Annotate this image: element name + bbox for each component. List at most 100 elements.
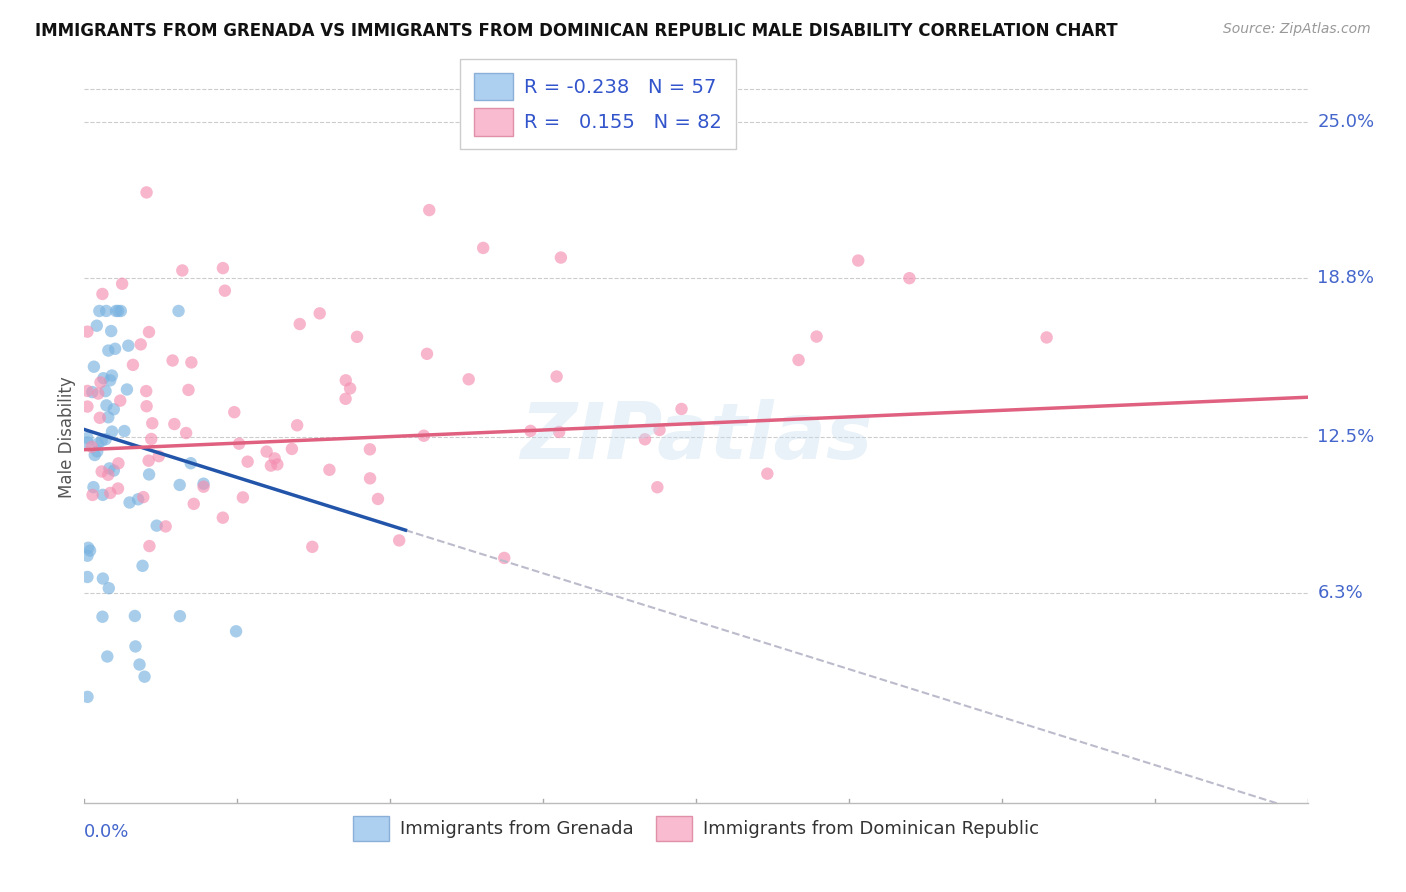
Point	[806, 329, 828, 343]
Point	[236, 455, 259, 469]
Point	[211, 510, 233, 524]
Point	[193, 480, 215, 494]
Text: IMMIGRANTS FROM GRENADA VS IMMIGRANTS FROM DOMINICAN REPUBLIC MALE DISABILITY CO: IMMIGRANTS FROM GRENADA VS IMMIGRANTS FR…	[35, 22, 1118, 40]
Point	[131, 558, 153, 573]
Text: 18.8%: 18.8%	[1317, 269, 1375, 287]
Point	[472, 241, 495, 255]
Text: 6.3%: 6.3%	[1317, 584, 1362, 602]
Point	[101, 425, 124, 439]
Point	[519, 424, 541, 438]
Point	[174, 425, 197, 440]
Text: 12.5%: 12.5%	[1317, 428, 1375, 446]
Point	[97, 343, 120, 358]
Point	[169, 478, 191, 492]
Point	[96, 304, 118, 318]
Point	[87, 386, 110, 401]
Point	[76, 549, 98, 563]
Point	[80, 440, 103, 454]
Point	[76, 435, 98, 450]
Point	[134, 670, 156, 684]
Point	[110, 304, 132, 318]
Text: 25.0%: 25.0%	[1317, 112, 1375, 131]
Point	[101, 368, 124, 383]
Point	[457, 372, 479, 386]
Point	[1035, 330, 1057, 344]
Point	[138, 325, 160, 339]
Point	[90, 465, 112, 479]
Point	[91, 488, 114, 502]
Point	[359, 471, 381, 485]
Point	[671, 401, 693, 416]
Point	[104, 342, 127, 356]
Legend: Immigrants from Grenada, Immigrants from Dominican Republic: Immigrants from Grenada, Immigrants from…	[346, 809, 1046, 848]
Point	[83, 448, 105, 462]
Point	[135, 399, 157, 413]
Point	[148, 449, 170, 463]
Point	[212, 261, 235, 276]
Point	[91, 609, 114, 624]
Point	[117, 339, 139, 353]
Point	[93, 371, 115, 385]
Point	[546, 369, 568, 384]
Point	[118, 495, 141, 509]
Point	[898, 271, 921, 285]
Point	[97, 410, 120, 425]
Point	[260, 458, 283, 473]
Point	[86, 318, 108, 333]
Text: Source: ZipAtlas.com: Source: ZipAtlas.com	[1223, 22, 1371, 37]
Point	[388, 533, 411, 548]
Point	[122, 358, 145, 372]
Point	[89, 304, 111, 318]
Point	[359, 442, 381, 457]
Point	[132, 490, 155, 504]
Point	[550, 251, 572, 265]
Point	[96, 649, 118, 664]
Point	[87, 437, 110, 451]
Point	[163, 417, 186, 431]
Point	[263, 451, 285, 466]
Point	[83, 359, 105, 374]
Point	[128, 657, 150, 672]
Point	[288, 317, 311, 331]
Point	[103, 464, 125, 478]
Point	[301, 540, 323, 554]
Point	[214, 284, 236, 298]
Point	[94, 432, 117, 446]
Point	[308, 306, 330, 320]
Point	[104, 304, 127, 318]
Point	[135, 384, 157, 398]
Point	[135, 186, 157, 200]
Point	[266, 458, 288, 472]
Point	[77, 541, 100, 555]
Point	[90, 434, 112, 448]
Point	[787, 353, 810, 368]
Point	[412, 429, 434, 443]
Point	[94, 384, 117, 398]
Point	[124, 609, 146, 624]
Point	[416, 347, 439, 361]
Point	[141, 417, 163, 431]
Point	[89, 376, 111, 390]
Point	[648, 423, 671, 437]
Point	[76, 570, 98, 584]
Point	[335, 392, 357, 406]
Point	[76, 384, 98, 398]
Point	[167, 304, 190, 318]
Point	[107, 482, 129, 496]
Point	[107, 304, 129, 318]
Point	[193, 476, 215, 491]
Point	[224, 405, 246, 419]
Point	[346, 330, 368, 344]
Point	[89, 410, 111, 425]
Point	[183, 497, 205, 511]
Point	[180, 456, 202, 470]
Point	[98, 373, 121, 387]
Point	[76, 431, 98, 445]
Point	[127, 492, 149, 507]
Point	[846, 253, 869, 268]
Point	[103, 402, 125, 417]
Point	[76, 400, 98, 414]
Point	[91, 287, 114, 301]
Text: 0.0%: 0.0%	[84, 823, 129, 841]
Point	[494, 550, 516, 565]
